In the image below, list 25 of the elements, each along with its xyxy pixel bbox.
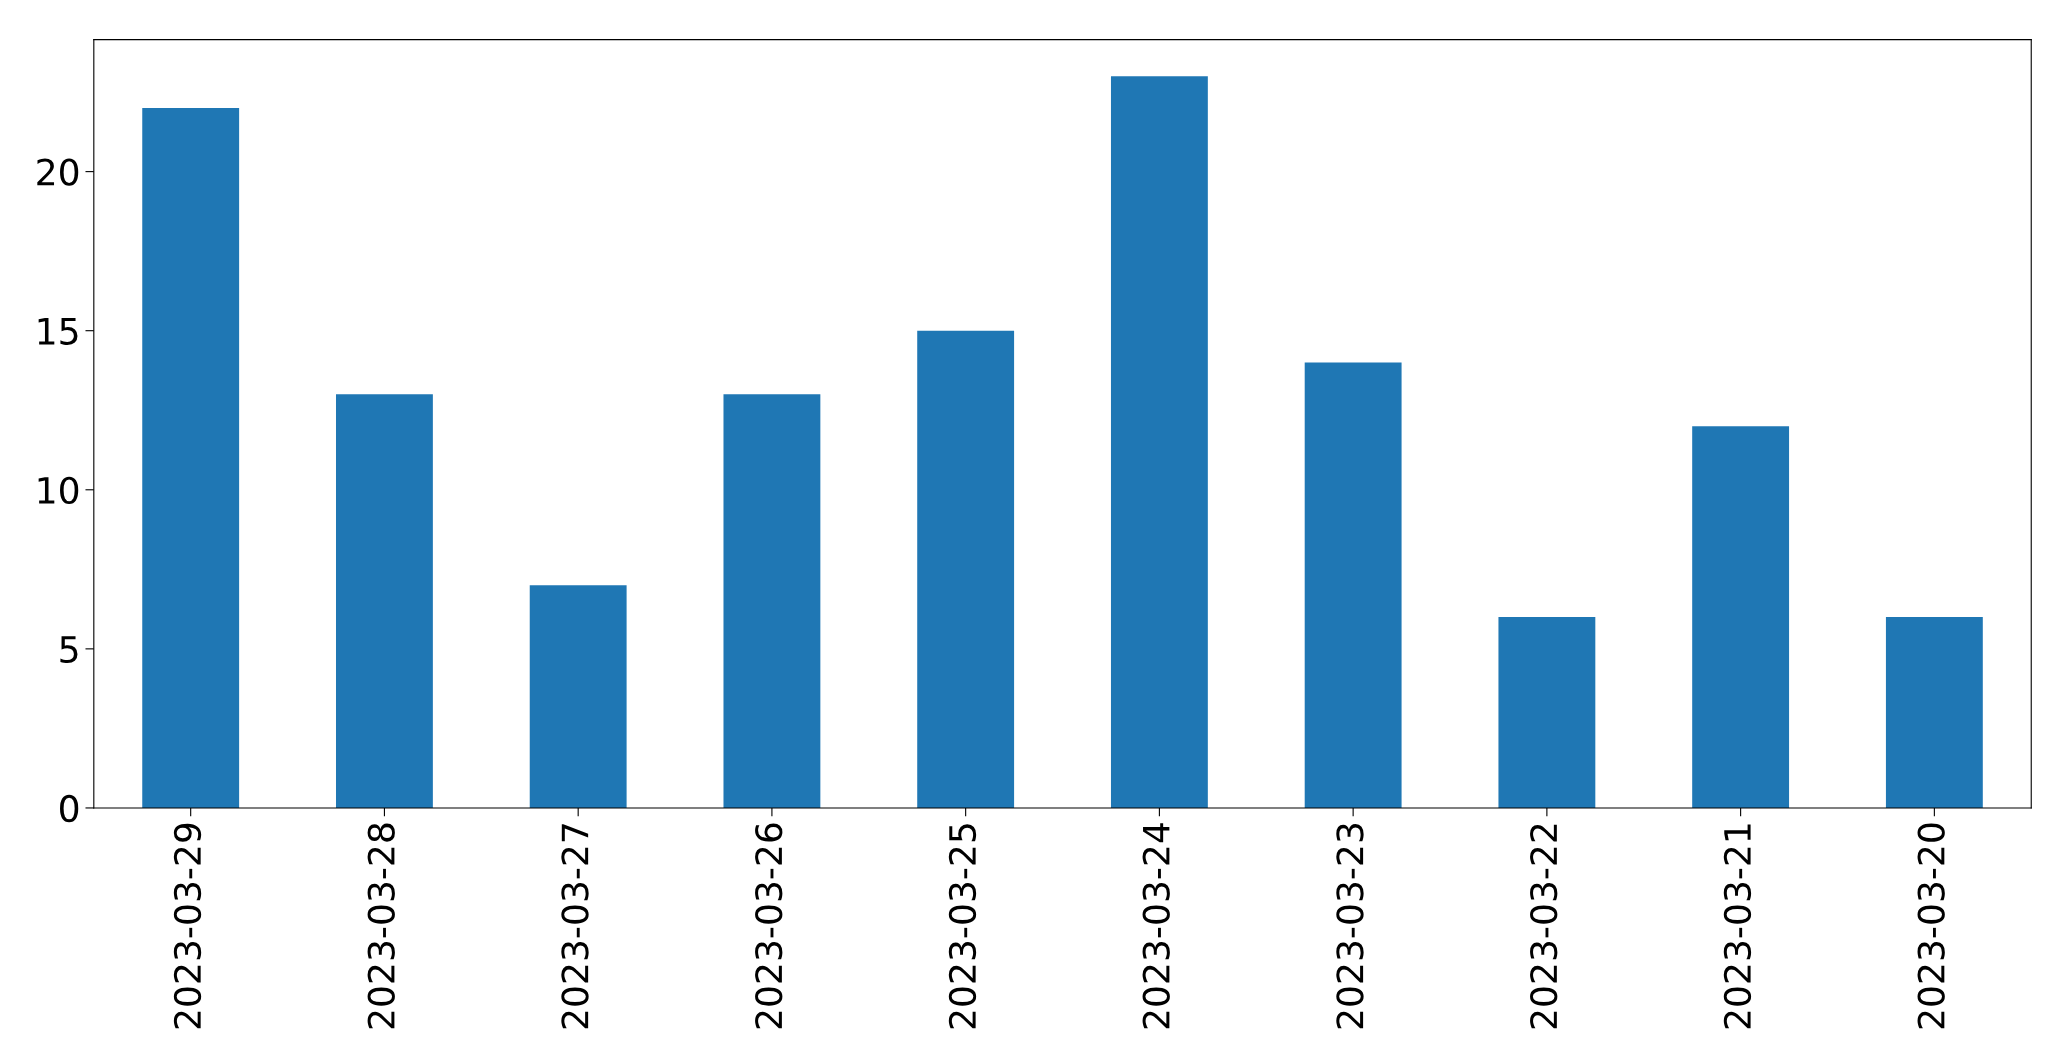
x-tick-label: 2023-03-23 (1336, 824, 1364, 1029)
x-tick-label: 2023-03-28 (367, 823, 395, 1029)
y-tick-label: 20 (37, 158, 79, 186)
bar (529, 585, 627, 808)
bar (142, 107, 240, 808)
x-tick-label: 2023-03-29 (173, 823, 202, 1029)
y-tick-label: 0 (60, 794, 79, 823)
x-tick-label: 2023-03-25 (948, 824, 977, 1029)
y-tick-label: 5 (60, 636, 78, 664)
x-tick-label: 2023-03-24 (1142, 823, 1170, 1029)
bar (917, 330, 1015, 808)
bar (1692, 426, 1790, 808)
bar (723, 394, 821, 808)
bar (1304, 362, 1402, 808)
x-tick-label: 2023-03-27 (561, 824, 589, 1029)
x-tick-label: 2023-03-20 (1917, 823, 1945, 1029)
x-tick-label: 2023-03-21 (1723, 824, 1752, 1029)
bar (335, 394, 433, 808)
bar (1885, 617, 1983, 808)
bar (1110, 76, 1208, 808)
x-tick-label: 2023-03-22 (1530, 824, 1558, 1029)
x-tick-label: 2023-03-26 (755, 823, 783, 1029)
bar (1498, 617, 1596, 808)
y-tick-label: 15 (38, 318, 78, 345)
y-tick-label: 10 (38, 476, 79, 505)
